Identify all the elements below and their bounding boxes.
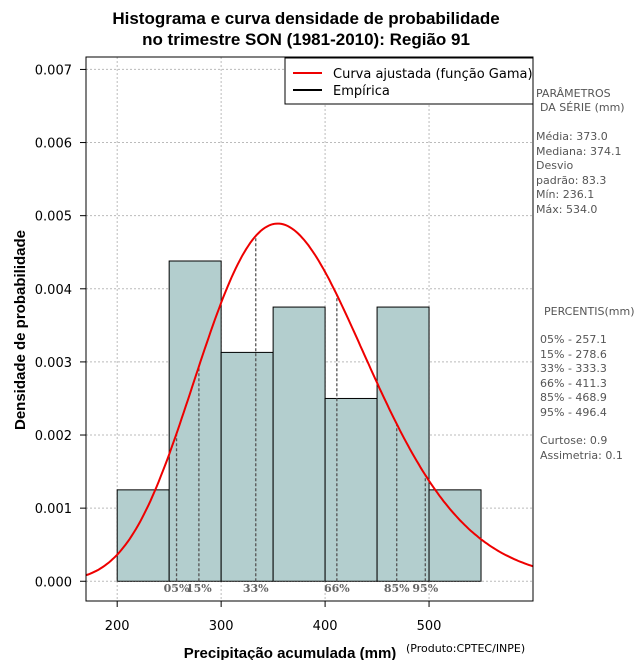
param-min: Mín: 236.1 [536, 188, 594, 201]
param-max: Máx: 534.0 [536, 203, 597, 216]
histogram-bar-7 [428, 489, 482, 582]
histogram-bar-4 [272, 306, 326, 582]
y-axis-label: Densidade de probabilidade [12, 230, 29, 430]
histogram-bar-6 [376, 306, 430, 582]
params-title-1: PARÂMETROS [536, 87, 611, 100]
stat-curtose: Curtose: 0.9 [540, 434, 607, 447]
y-tick-label-4: 0.004 [35, 283, 72, 298]
percentile-label-15%: 15% [186, 582, 212, 595]
y-tick-label-6: 0.006 [35, 137, 72, 152]
x-axis-ticks: 200 300 400 500 [105, 601, 442, 634]
legend: Curva ajustada (função Gama) Empírica [284, 57, 534, 105]
legend-label-empirical: Empírica [333, 84, 390, 99]
y-axis-ticks: 0.000 0.001 0.002 0.003 0.004 0.005 0.006 0.007 [35, 63, 86, 590]
fitted-gamma-curve [85, 222, 534, 577]
percentil-15: 15% - 278.6 [540, 348, 607, 361]
histogram-bar-2 [168, 260, 222, 582]
percentil-95: 95% - 496.4 [540, 406, 607, 419]
x-tick-label-400: 400 [313, 619, 338, 634]
percentil-85: 85% - 468.9 [540, 391, 607, 404]
legend-label-fitted: Curva ajustada (função Gama) [333, 67, 533, 82]
x-tick-label-200: 200 [105, 619, 130, 634]
percentiles-panel: PERCENTIS(mm) 05% - 257.1 15% - 278.6 33… [540, 305, 635, 462]
percentis-title: PERCENTIS(mm) [544, 305, 635, 318]
percentile-lines [175, 235, 426, 582]
percentil-66: 66% - 411.3 [540, 377, 607, 390]
histogram-bar-1 [116, 489, 170, 582]
legend-box [284, 57, 534, 105]
percentile-label-05%: 05% [164, 582, 190, 595]
stat-assimetria: Assimetria: 0.1 [540, 449, 623, 462]
x-tick-label-300: 300 [209, 619, 234, 634]
y-tick-label-1: 0.001 [35, 502, 72, 517]
plot-frame [85, 56, 534, 602]
y-tick-label-7: 0.007 [35, 63, 72, 78]
histogram-bar-5 [324, 397, 378, 582]
param-desvio: Desvio [536, 159, 574, 172]
x-tick-label-500: 500 [417, 619, 442, 634]
percentile-label-33%: 33% [243, 582, 269, 595]
percentile-label-95%: 95% [412, 582, 438, 595]
param-mediana: Mediana: 374.1 [536, 145, 621, 158]
percentile-label-66%: 66% [324, 582, 350, 595]
y-tick-label-0: 0.000 [35, 575, 72, 590]
product-note: (Produto:CPTEC/INPE) [406, 642, 525, 655]
chart-title-line-2: no trimestre SON (1981-2010): Região 91 [142, 30, 470, 49]
histogram-bar-3 [220, 351, 274, 582]
percentile-labels: 05%15% 33% 66% 85% 95% [164, 582, 439, 595]
series-parameters-panel: PARÂMETROS DA SÉRIE (mm) Média: 373.0 Me… [536, 87, 625, 216]
percentil-33: 33% - 333.3 [540, 362, 607, 375]
percentil-05: 05% - 257.1 [540, 333, 607, 346]
params-title-2: DA SÉRIE (mm) [540, 101, 625, 114]
y-tick-label-5: 0.005 [35, 210, 72, 225]
y-tick-label-2: 0.002 [35, 429, 72, 444]
histogram-bars [116, 260, 482, 582]
param-padrao: padrão: 83.3 [536, 174, 606, 187]
fitted-curve-group [85, 222, 534, 577]
param-media: Média: 373.0 [536, 130, 608, 143]
chart-title-line-1: Histograma e curva densidade de probabil… [112, 9, 499, 28]
x-axis-label: Precipitação acumulada (mm) [184, 645, 397, 660]
percentile-label-85%: 85% [384, 582, 410, 595]
y-tick-label-3: 0.003 [35, 356, 72, 371]
